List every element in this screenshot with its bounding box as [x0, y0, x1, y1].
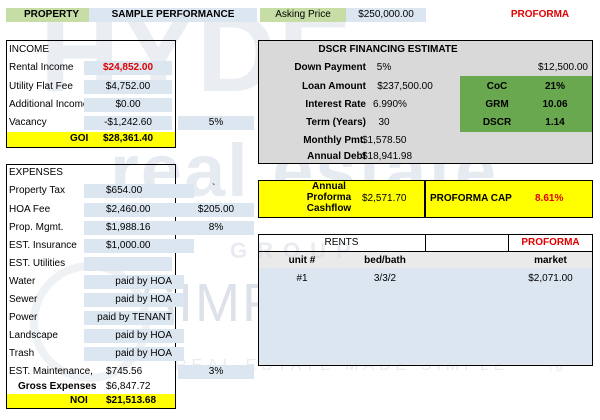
exp-label-mgmt: Prop. Mgmt.: [9, 222, 64, 233]
noi-label: NOI: [70, 395, 88, 406]
dscr-value-down[interactable]: 5%: [376, 62, 392, 73]
exp-label-water: Water: [9, 276, 36, 287]
metric-label-coc: CoC: [486, 81, 508, 92]
income-title: INCOME: [9, 44, 49, 55]
income-label-utility: Utility Flat Fee: [9, 81, 73, 92]
cashflow-label-1: Annual: [312, 181, 346, 192]
exp-value-maintenance: $745.56: [106, 366, 143, 377]
dscr-label-rate: Interest Rate: [305, 99, 366, 110]
rents-col-divider-2: [508, 234, 509, 251]
rents-unit-1[interactable]: #1: [296, 273, 308, 284]
exp-extra-maintenance[interactable]: 3%: [178, 365, 254, 379]
goi-label: GOI: [70, 133, 89, 144]
exp-value-landscape[interactable]: paid by HOA: [84, 329, 184, 343]
exp-value-hoa[interactable]: $2,460.00: [84, 203, 194, 217]
down-payment-amount: $12,500.00: [537, 62, 588, 73]
income-value-rental[interactable]: $24,852.00: [84, 61, 172, 75]
income-label-additional: Additional Income: [9, 99, 89, 110]
noi-row: [7, 394, 175, 408]
rents-market-1[interactable]: $2,071.00: [528, 273, 573, 284]
dscr-value-monthly: $1,578.50: [362, 135, 407, 146]
noi-value: $21,513.68: [106, 395, 157, 406]
cap-value: 8.61%: [535, 193, 564, 204]
cap-box: [425, 180, 593, 218]
exp-value-mgmt[interactable]: $1,988.16: [84, 221, 194, 235]
income-label-rental: Rental Income: [9, 62, 74, 73]
exp-value-tax[interactable]: $654.00: [84, 184, 194, 198]
income-value-vacancy[interactable]: -$1,242.60: [84, 116, 172, 130]
metric-value-dscr: 1.14: [545, 117, 565, 128]
dscr-value-term[interactable]: 30: [378, 117, 390, 128]
exp-extra-hoa[interactable]: $205.00: [178, 203, 254, 217]
exp-label-power: Power: [9, 312, 38, 323]
sample-performance-label: SAMPLE PERFORMANCE: [89, 8, 257, 22]
exp-label-hoa: HOA Fee: [9, 204, 51, 215]
dscr-label-annual: Annual Debt: [307, 151, 366, 162]
exp-label-sewer: Sewer: [9, 294, 38, 305]
asking-price-label: Asking Price: [260, 8, 346, 22]
income-section: [6, 40, 176, 148]
metric-value-coc: 21%: [544, 81, 565, 92]
metric-label-grm: GRM: [485, 99, 509, 110]
rents-col-bed: bed/bath: [364, 255, 406, 266]
asking-price-value[interactable]: $250,000.00: [346, 8, 426, 22]
dscr-value-annual: $18,941.98: [362, 151, 413, 162]
gross-expenses-label: Gross Expenses: [18, 381, 97, 392]
rents-row-bg: [259, 268, 592, 364]
cashflow-value: $2,571.70: [362, 193, 407, 204]
cashflow-box: [258, 180, 425, 218]
exp-value-water[interactable]: paid by HOA: [84, 275, 184, 289]
gross-expenses-value: $6,847.72: [106, 381, 151, 392]
exp-label-maintenance: EST. Maintenance,: [9, 366, 93, 377]
income-label-vacancy: Vacancy: [9, 117, 47, 128]
rents-proforma-label: PROFORMA: [521, 237, 580, 248]
dscr-label-monthly: Monthly Pmt.: [303, 135, 366, 146]
metric-value-grm: 10.06: [542, 99, 568, 110]
proforma-header: PROFORMA: [510, 9, 570, 20]
cashflow-label-3: Cashflow: [306, 203, 352, 214]
dscr-title: DSCR FINANCING ESTIMATE: [318, 44, 458, 55]
cashflow-label-2: Proforma: [306, 192, 352, 203]
cap-label: PROFORMA CAP: [430, 193, 512, 204]
vacancy-pct[interactable]: 5%: [178, 116, 254, 130]
exp-value-sewer[interactable]: paid by HOA: [84, 293, 184, 307]
expenses-title: EXPENSES: [9, 167, 63, 178]
income-value-additional[interactable]: $0.00: [84, 98, 172, 112]
exp-extra-mgmt[interactable]: 8%: [178, 221, 254, 235]
goi-row: [7, 132, 175, 147]
exp-label-landscape: Landscape: [9, 330, 58, 341]
dscr-label-term: Term (Years): [306, 117, 366, 128]
goi-value: $28,361.40: [102, 133, 154, 144]
rents-col-unit: unit #: [288, 255, 316, 266]
exp-value-insurance[interactable]: $1,000.00: [84, 239, 194, 253]
rents-bed-1[interactable]: 3/3/2: [373, 273, 397, 284]
exp-extra-tax: `: [212, 183, 216, 194]
exp-value-utilities[interactable]: [84, 257, 172, 271]
dscr-label-loan: Loan Amount: [301, 81, 366, 92]
watermark-tm: TM: [548, 364, 565, 374]
dscr-label-down: Down Payment: [294, 62, 366, 73]
dscr-value-loan: $237,500.00: [377, 81, 433, 92]
income-value-utility[interactable]: $4,752.00: [84, 80, 172, 94]
exp-label-tax: Property Tax: [9, 185, 65, 196]
rents-col-divider: [425, 234, 426, 251]
exp-value-trash[interactable]: paid by HOA: [84, 347, 184, 361]
exp-label-trash: Trash: [9, 348, 35, 359]
metrics-block: [460, 76, 592, 132]
metric-label-dscr: DSCR: [482, 117, 512, 128]
rents-title: RENTS: [324, 237, 359, 248]
property-label: PROPERTY: [6, 8, 93, 22]
dscr-value-rate[interactable]: 6.990%: [373, 99, 407, 110]
rents-col-market: market: [534, 255, 567, 266]
rents-header-divider: [258, 251, 593, 252]
exp-label-utilities: EST. Utilities: [9, 258, 66, 269]
exp-label-insurance: EST. Insurance: [9, 240, 77, 251]
exp-value-power[interactable]: paid by TENANT: [84, 311, 174, 325]
